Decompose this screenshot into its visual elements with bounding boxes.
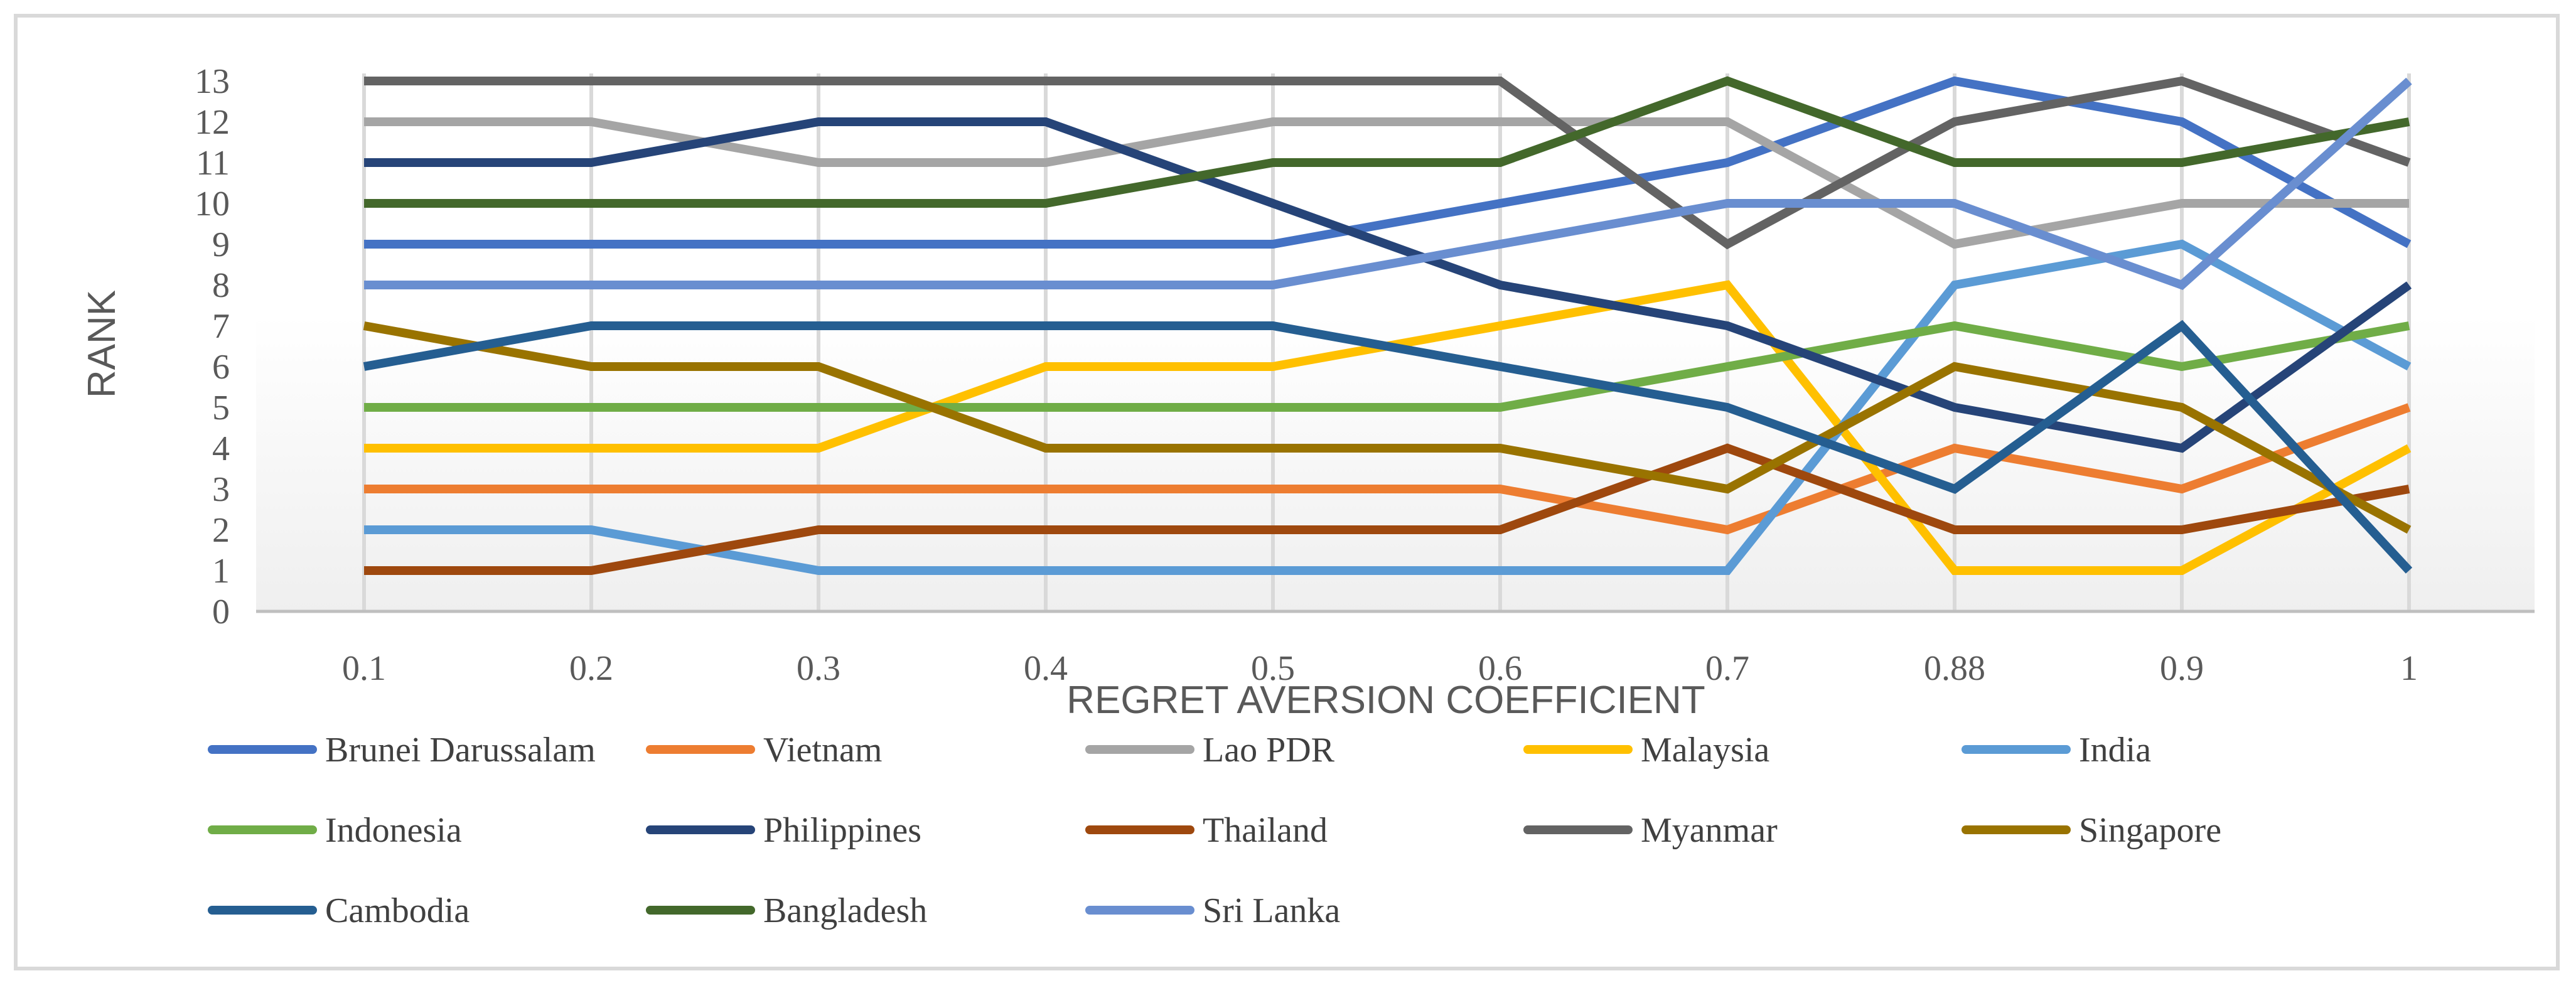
series-line-myanmar xyxy=(364,76,2411,250)
legend-label: Sri Lanka xyxy=(1203,891,1340,930)
x-axis-title: REGRET AVERSION COEFFICIENT xyxy=(1066,679,1705,722)
x-tick-label: 0.9 xyxy=(2160,649,2204,688)
y-tick-label: 10 xyxy=(195,185,230,223)
legend-item: Malaysia xyxy=(1523,731,1769,770)
series-line-sri-lanka xyxy=(364,77,2412,291)
legend: Brunei Darussalam Vietnam Lao PDR Malaysia I… xyxy=(208,731,2221,930)
legend-label: Brunei Darussalam xyxy=(325,731,596,770)
legend-item: Sri Lanka xyxy=(1085,891,1340,930)
y-tick-label: 12 xyxy=(195,103,230,142)
x-tick-label: 0.5 xyxy=(1251,649,1295,688)
legend-item: India xyxy=(1962,731,2151,770)
y-tick-label: 3 xyxy=(212,470,230,509)
legend-item: Bangladesh xyxy=(646,891,927,930)
legend-label: Myanmar xyxy=(1641,811,1778,850)
legend-item: Brunei Darussalam xyxy=(208,731,596,770)
chart-frame: 0 1 2 3 4 5 6 7 8 9 10 11 12 13 0.1 0.2 0.3 0.4 0.5 0.6 0.7 0… xyxy=(14,14,2560,970)
x-tick-label: 0.88 xyxy=(1924,649,1985,688)
y-axis-title: RANK xyxy=(80,290,124,398)
series-line-bangladesh xyxy=(364,76,2410,208)
legend-label: Indonesia xyxy=(325,811,462,850)
y-tick-label: 9 xyxy=(212,225,230,264)
legend-label: Cambodia xyxy=(325,891,470,930)
legend-label: Vietnam xyxy=(763,731,882,770)
legend-item: Myanmar xyxy=(1523,811,1778,850)
legend-label: Thailand xyxy=(1203,811,1328,850)
legend-label: India xyxy=(2079,731,2151,770)
y-tick-label: 5 xyxy=(212,389,230,427)
y-tick-label: 8 xyxy=(212,266,230,305)
y-tick-label: 4 xyxy=(212,429,230,468)
y-tick-label: 6 xyxy=(212,348,230,387)
series-line-vietnam xyxy=(364,403,2411,535)
x-tick-label: 0.1 xyxy=(342,649,386,688)
x-tick-label: 0.6 xyxy=(1478,649,1522,688)
y-tick-label: 0 xyxy=(212,593,230,631)
series-line-thailand xyxy=(364,443,2410,575)
series-line-singapore xyxy=(363,321,2412,534)
legend-item: Singapore xyxy=(1962,811,2221,850)
y-tick-label: 11 xyxy=(196,144,230,183)
y-tick-label: 7 xyxy=(212,307,230,346)
legend-label: Lao PDR xyxy=(1203,731,1335,770)
legend-label: Singapore xyxy=(2079,811,2221,850)
y-tick-label: 2 xyxy=(212,511,230,550)
legend-item: Vietnam xyxy=(646,731,882,770)
legend-item: Indonesia xyxy=(208,811,462,850)
x-tick-label: 0.7 xyxy=(1705,649,1749,688)
x-tick-label: 0.2 xyxy=(569,649,613,688)
legend-label: Bangladesh xyxy=(763,891,927,930)
legend-item: Thailand xyxy=(1085,811,1328,850)
x-tick-label: 0.4 xyxy=(1024,649,1068,688)
legend-label: Malaysia xyxy=(1641,731,1769,770)
x-tick-label: 1 xyxy=(2400,649,2418,688)
series-line-cambodia xyxy=(363,319,2413,574)
legend-item: Philippines xyxy=(646,811,921,850)
series-lines xyxy=(363,76,2413,575)
legend-item: Cambodia xyxy=(208,891,470,930)
y-tick-label: 1 xyxy=(212,552,230,591)
x-tick-label: 0.3 xyxy=(797,649,840,688)
series-line-philippines xyxy=(364,117,2412,453)
legend-label: Philippines xyxy=(763,811,921,850)
series-line-indonesia xyxy=(364,321,2410,412)
y-tick-label: 13 xyxy=(195,62,230,101)
legend-item: Lao PDR xyxy=(1085,731,1335,770)
